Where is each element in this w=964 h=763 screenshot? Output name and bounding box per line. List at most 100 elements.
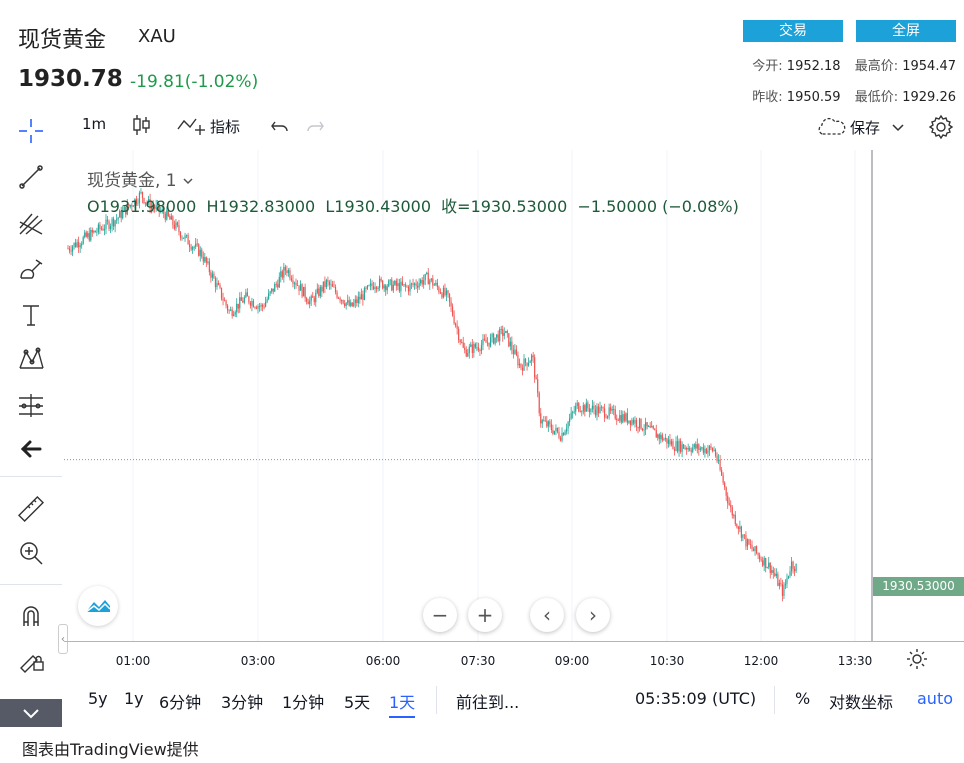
scroll-right-button[interactable]: ›: [576, 598, 610, 632]
candle-body: [379, 278, 381, 288]
candle-body: [283, 267, 285, 278]
zoom-out-button[interactable]: −: [423, 598, 457, 632]
candle-body: [277, 284, 279, 288]
candle-body: [269, 291, 271, 294]
candle-body: [199, 249, 201, 256]
candle-body: [271, 288, 273, 292]
candle-body: [651, 426, 653, 428]
candle-body: [705, 448, 708, 454]
range-6min[interactable]: 6分钟: [159, 693, 202, 712]
ruler-tool-icon[interactable]: [14, 492, 48, 526]
candle-body: [307, 301, 309, 305]
candle-body: [170, 216, 172, 220]
percent-toggle[interactable]: %: [795, 689, 811, 708]
log-scale-toggle[interactable]: 对数坐标: [829, 693, 894, 712]
candle-body: [395, 280, 397, 286]
trade-button[interactable]: 交易: [743, 20, 843, 42]
range-3min[interactable]: 3分钟: [221, 693, 264, 712]
candle-body: [79, 245, 81, 248]
candle-body: [678, 440, 680, 452]
candle-body: [585, 402, 587, 412]
settings-gear-icon[interactable]: [928, 114, 954, 140]
utc-time[interactable]: 05:35:09 (UTC): [635, 689, 757, 708]
undo-icon[interactable]: [270, 116, 290, 136]
candle-body: [524, 358, 527, 363]
candle-body: [550, 424, 552, 430]
range-1d[interactable]: 1天: [389, 689, 416, 718]
price-chart[interactable]: [64, 150, 964, 642]
candle-body: [743, 534, 746, 536]
trend-line-tool-icon[interactable]: [14, 160, 48, 194]
series-title[interactable]: 现货黄金, 1: [87, 166, 194, 191]
candle-body: [742, 534, 744, 538]
candle-body: [143, 198, 145, 204]
candle-body: [205, 257, 207, 263]
auto-scale-toggle[interactable]: auto: [917, 689, 954, 708]
candle-body: [532, 355, 534, 358]
crosshair-tool-icon[interactable]: [14, 114, 48, 148]
candle-body: [420, 279, 422, 284]
candle-body: [748, 539, 750, 545]
candle-body: [239, 297, 241, 309]
candle-body: [106, 219, 109, 222]
measure-lines-tool-icon[interactable]: [14, 388, 48, 422]
axis-settings-icon[interactable]: [906, 648, 928, 674]
redo-icon[interactable]: [305, 116, 325, 136]
range-5d[interactable]: 5天: [344, 693, 371, 712]
candle-body: [123, 207, 125, 211]
collapse-toolbar-button[interactable]: ‹: [58, 624, 68, 654]
fullscreen-button[interactable]: 全屏: [856, 20, 956, 42]
zoom-in-icon[interactable]: [14, 536, 48, 570]
indicators-button[interactable]: 指标: [176, 115, 240, 137]
series-title-text: 现货黄金, 1: [87, 171, 177, 191]
range-1min[interactable]: 1分钟: [282, 693, 325, 712]
magnet-icon[interactable]: [14, 598, 48, 632]
candle-body: [464, 347, 466, 350]
candle-body: [157, 203, 159, 206]
candle-body: [260, 304, 262, 307]
candle-body: [424, 273, 426, 281]
candle-body: [754, 546, 756, 552]
pattern-tool-icon[interactable]: [14, 342, 48, 376]
candle-body: [82, 237, 84, 244]
candle-body: [526, 362, 528, 366]
candle-body: [223, 300, 226, 302]
price-change: -19.81(-1.02%): [130, 72, 259, 92]
interval-selector[interactable]: 1m: [82, 115, 107, 133]
tradingview-logo-icon[interactable]: [78, 586, 118, 626]
candle-body: [427, 272, 429, 285]
candle-body: [562, 433, 565, 436]
more-tools-button[interactable]: [0, 699, 62, 727]
candle-body: [228, 310, 230, 312]
candle-body: [724, 482, 726, 488]
candle-body: [506, 331, 508, 334]
candle-body: [658, 434, 660, 439]
candle-body: [655, 430, 657, 438]
back-arrow-icon[interactable]: [14, 432, 48, 466]
candle-body: [225, 300, 227, 306]
candle-body: [175, 222, 177, 229]
candle-body: [266, 299, 268, 302]
scroll-left-button[interactable]: ‹: [530, 598, 564, 632]
candle-body: [292, 280, 294, 284]
range-5y[interactable]: 5y: [88, 689, 108, 708]
candle-body: [117, 217, 119, 220]
candles-icon[interactable]: [132, 113, 152, 137]
candle-body: [375, 287, 378, 289]
candle-body: [190, 247, 192, 250]
brush-tool-icon[interactable]: [14, 252, 48, 286]
goto-date-button[interactable]: 前往到...: [456, 693, 520, 712]
candle-body: [683, 444, 685, 449]
save-button[interactable]: 保存: [814, 116, 906, 138]
candle-body: [512, 349, 514, 355]
lock-drawing-icon[interactable]: [14, 642, 48, 676]
candle-body: [763, 557, 765, 566]
candle-body: [341, 300, 343, 301]
candle-body: [477, 347, 480, 351]
candle-body: [734, 514, 736, 525]
zoom-in-button[interactable]: +: [468, 598, 502, 632]
range-1y[interactable]: 1y: [124, 689, 144, 708]
candle-body: [131, 204, 133, 207]
fib-tool-icon[interactable]: [14, 206, 48, 240]
text-tool-icon[interactable]: [14, 298, 48, 332]
